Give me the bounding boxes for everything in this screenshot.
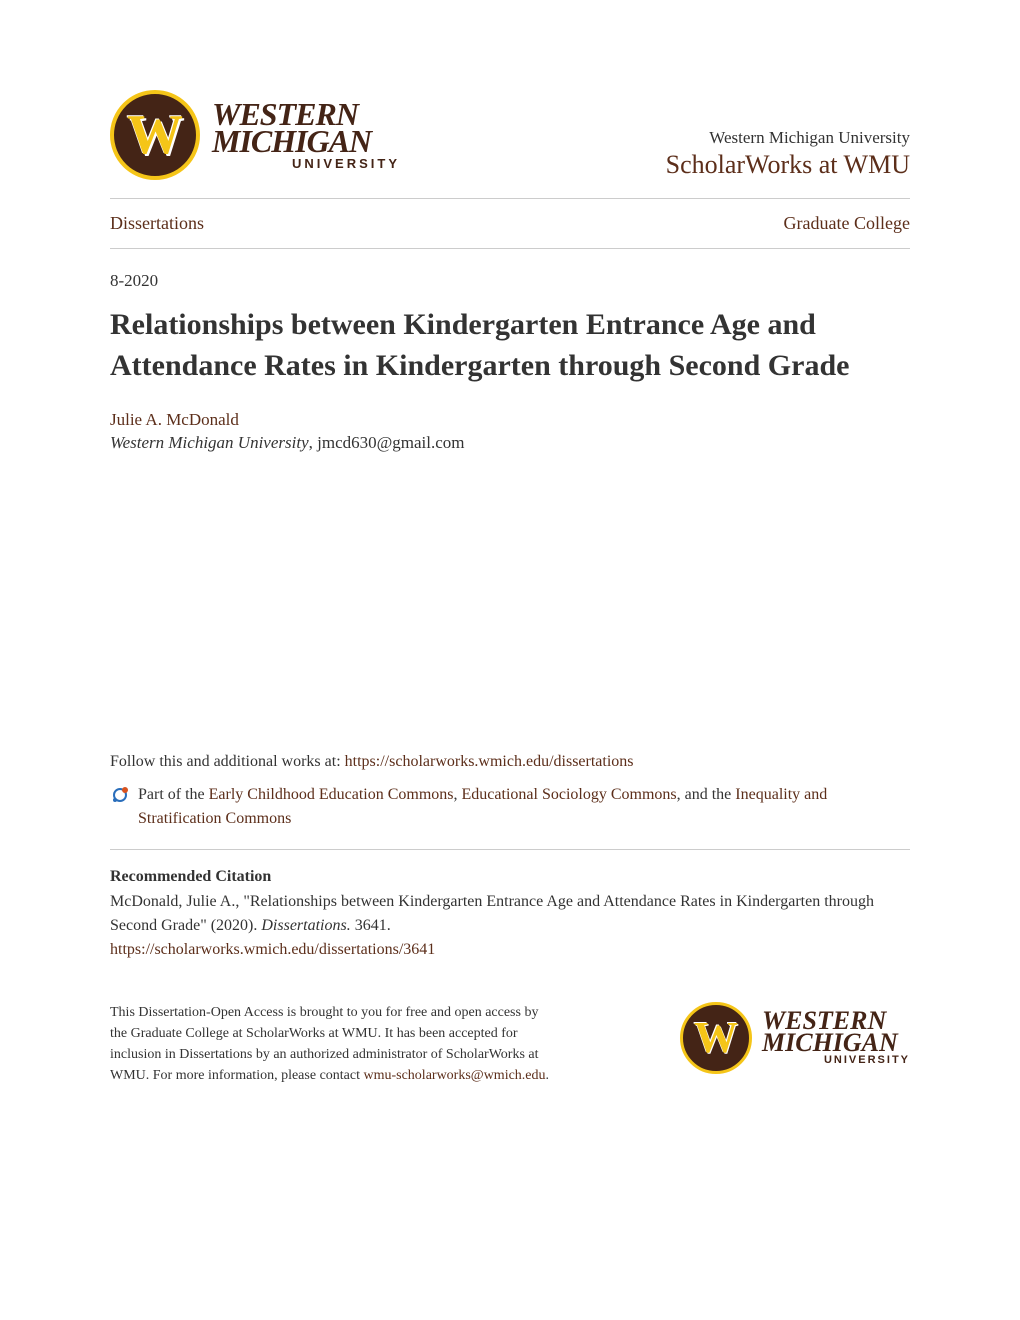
citation-text: McDonald, Julie A., "Relationships betwe… — [110, 890, 910, 962]
wmu-footer-logo: W WESTERN MICHIGAN UNIVERSITY — [680, 1002, 910, 1074]
author-name-link[interactable]: Julie A. McDonald — [110, 410, 910, 430]
commons-link-early-childhood[interactable]: Early Childhood Education Commons — [209, 786, 454, 803]
commons-text: Part of the Early Childhood Education Co… — [138, 783, 910, 831]
repository-name-link[interactable]: ScholarWorks at WMU — [666, 150, 910, 180]
network-icon — [110, 785, 130, 805]
citation-url-link[interactable]: https://scholarworks.wmich.edu/dissertat… — [110, 941, 435, 958]
divider-breadcrumb — [110, 248, 910, 249]
citation-series: Dissertations. — [261, 917, 350, 934]
commons-sep2: , and the — [677, 786, 736, 803]
footer-logo-line-michigan: MICHIGAN — [762, 1032, 910, 1054]
header-right: Western Michigan University ScholarWorks… — [666, 128, 910, 180]
wmu-logo: W WESTERN MICHIGAN UNIVERSITY — [110, 90, 400, 180]
logo-line-university: UNIVERSITY — [292, 158, 400, 169]
author-affil-sep: , — [309, 433, 318, 452]
commons-link-educational-sociology[interactable]: Educational Sociology Commons — [462, 786, 677, 803]
footer-logo-letter-w: W — [694, 1016, 738, 1060]
logo-wordmark: WESTERN MICHIGAN UNIVERSITY — [212, 101, 400, 168]
citation-body: McDonald, Julie A., "Relationships betwe… — [110, 893, 874, 934]
citation-heading: Recommended Citation — [110, 868, 910, 886]
divider-citation — [110, 849, 910, 850]
author-affiliation: Western Michigan University, jmcd630@gma… — [110, 433, 910, 453]
commons-sep1: , — [454, 786, 462, 803]
author-email: jmcd630@gmail.com — [317, 433, 464, 452]
follow-url-link[interactable]: https://scholarworks.wmich.edu/dissertat… — [345, 753, 634, 770]
footer-logo-line-university: UNIVERSITY — [824, 1056, 910, 1065]
logo-circle: W — [110, 90, 200, 180]
citation-section: Recommended Citation McDonald, Julie A.,… — [110, 868, 910, 962]
spacer — [110, 453, 910, 753]
header-row: W WESTERN MICHIGAN UNIVERSITY Western Mi… — [110, 90, 910, 180]
breadcrumb-graduate-college-link[interactable]: Graduate College — [784, 213, 910, 234]
footer-logo-circle: W — [680, 1002, 752, 1074]
footer-logo-wordmark: WESTERN MICHIGAN UNIVERSITY — [762, 1010, 910, 1066]
follow-prefix: Follow this and additional works at: — [110, 753, 345, 770]
footer-access-statement: This Dissertation-Open Access is brought… — [110, 1002, 550, 1086]
dissertation-title: Relationships between Kindergarten Entra… — [110, 305, 910, 386]
author-affil-name: Western Michigan University — [110, 433, 309, 452]
publication-date: 8-2020 — [110, 271, 910, 291]
citation-number: 3641. — [351, 917, 391, 934]
footer-contact-link[interactable]: wmu-scholarworks@wmich.edu — [363, 1068, 545, 1083]
commons-prefix: Part of the — [138, 786, 209, 803]
breadcrumb-row: Dissertations Graduate College — [110, 199, 910, 248]
logo-line-michigan: MICHIGAN — [212, 128, 400, 155]
logo-letter-w: W — [127, 107, 183, 163]
follow-works-line: Follow this and additional works at: htt… — [110, 753, 910, 771]
commons-row: Part of the Early Childhood Education Co… — [110, 783, 910, 831]
breadcrumb-dissertations-link[interactable]: Dissertations — [110, 213, 204, 234]
footer-row: This Dissertation-Open Access is brought… — [110, 1002, 910, 1086]
university-name: Western Michigan University — [666, 128, 910, 148]
footer-suffix: . — [546, 1068, 550, 1083]
